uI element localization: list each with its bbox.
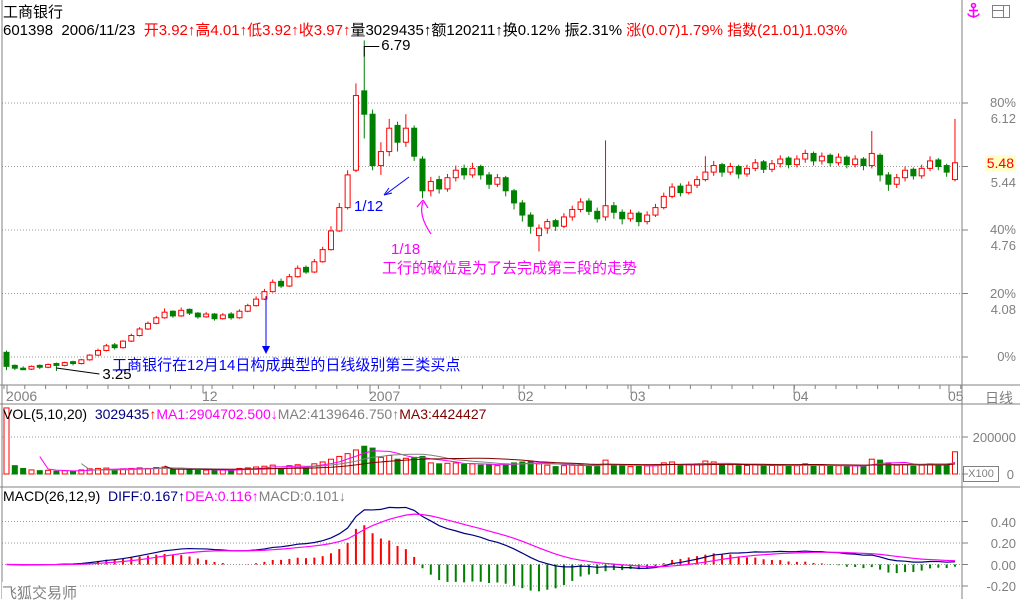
app-brand-label: 飞狐交易师 xyxy=(2,582,81,603)
macd-indicator-header: MACD(26,12,9) DIFF:0.167↑DEA:0.116↑MACD:… xyxy=(3,488,346,504)
anchor-icon[interactable] xyxy=(966,2,981,21)
y-axis-percent-label: 40% xyxy=(989,222,1016,237)
volume-grid-label: 200000 xyxy=(972,430,1016,445)
date-annotation-1-18: 1/18 xyxy=(391,241,421,258)
x-axis-label: 2007 xyxy=(369,388,401,404)
header-segment: DIFF:0.167 xyxy=(108,488,179,504)
x-axis-label: 2006 xyxy=(6,388,38,404)
header-segment: DEA:0.116 xyxy=(185,488,252,504)
volume-unit-badge: X100 xyxy=(963,466,999,482)
x-axis-label: 02 xyxy=(518,388,534,404)
header-segment: 量3029435↑额120211↑换0.12% 振2.31% xyxy=(350,22,627,39)
x-axis-label: 05 xyxy=(948,388,964,404)
y-axis-price-label: 4.08 xyxy=(990,301,1016,317)
dea-line xyxy=(6,513,956,568)
header-segment: ↑ xyxy=(149,406,157,422)
window-layout-icon[interactable] xyxy=(992,5,1010,18)
header-segment: ↑ xyxy=(178,488,186,504)
pane-toolbar xyxy=(964,2,1018,22)
y-axis-percent-label: 20% xyxy=(989,285,1016,301)
header-segment: ↑ xyxy=(251,488,259,504)
header-segment: MA2:4139646.750 xyxy=(277,406,393,422)
buy-point-annotation: 工商银行在12月14日构成典型的日线级别第三类买点 xyxy=(112,357,461,374)
header-segment: MACD:0.101 xyxy=(258,488,339,504)
x-axis-label: 12 xyxy=(202,388,218,404)
header-segment: 开3.92↑高4.01↑低3.92↑收3.97↑ xyxy=(143,22,351,39)
header-segment: MA1:2904702.500 xyxy=(156,406,271,422)
volume-indicator-header: VOL(5,10,20) 3029435↑MA1:2904702.500↓MA2… xyxy=(3,406,486,422)
y-axis-price-label: 6.12 xyxy=(990,111,1016,126)
y-axis-percent-label: 0% xyxy=(997,349,1016,364)
header-segment: VOL(5,10,20) xyxy=(3,406,95,422)
macd-axis-label: 0.00 xyxy=(990,557,1016,573)
header-segment: ↓ xyxy=(338,488,346,504)
y-axis-percent-label: 80% xyxy=(989,95,1016,110)
diff-line xyxy=(6,506,956,569)
header-segment: ↓ xyxy=(270,406,278,422)
header-segment: ↑ xyxy=(392,406,400,422)
macd-axis-label: 0.40 xyxy=(990,514,1016,530)
current-price-tag: 5.48 xyxy=(984,155,1016,171)
stock-info-line: 601398 2006/11/23 开3.92↑高4.01↑低3.92↑收3.9… xyxy=(3,19,847,40)
x-axis-label: 04 xyxy=(793,388,809,404)
x-axis-label: 03 xyxy=(630,388,646,404)
header-segment: MACD(26,12,9) xyxy=(3,488,109,504)
volume-zero-label: 0 xyxy=(1006,467,1014,482)
header-segment: 涨(0.07)1.79% 指数(21.01)1.03% xyxy=(626,22,848,39)
header-segment: MA3:4424427 xyxy=(399,406,487,422)
date-annotation-1-12: 1/12 xyxy=(354,198,384,215)
y-axis-price-label: 4.76 xyxy=(990,238,1016,253)
y-axis-price-label: 5.44 xyxy=(990,174,1016,190)
low-price-annotation: 3.25 xyxy=(102,366,132,383)
period-label[interactable]: 日线 xyxy=(985,390,1013,406)
macd-axis-label: -0.20 xyxy=(986,579,1016,594)
vol-ma3-line xyxy=(164,457,956,470)
header-segment: 3029435 xyxy=(94,406,150,422)
breakdown-annotation: 工行的破位是为了去完成第三段的走势 xyxy=(382,260,638,277)
macd-axis-label: 0.20 xyxy=(990,536,1016,551)
peak-price-annotation: 6.79 xyxy=(381,37,411,55)
header-segment: 601398 2006/11/23 xyxy=(3,22,144,39)
stock-title: 工商银行 xyxy=(3,4,64,21)
